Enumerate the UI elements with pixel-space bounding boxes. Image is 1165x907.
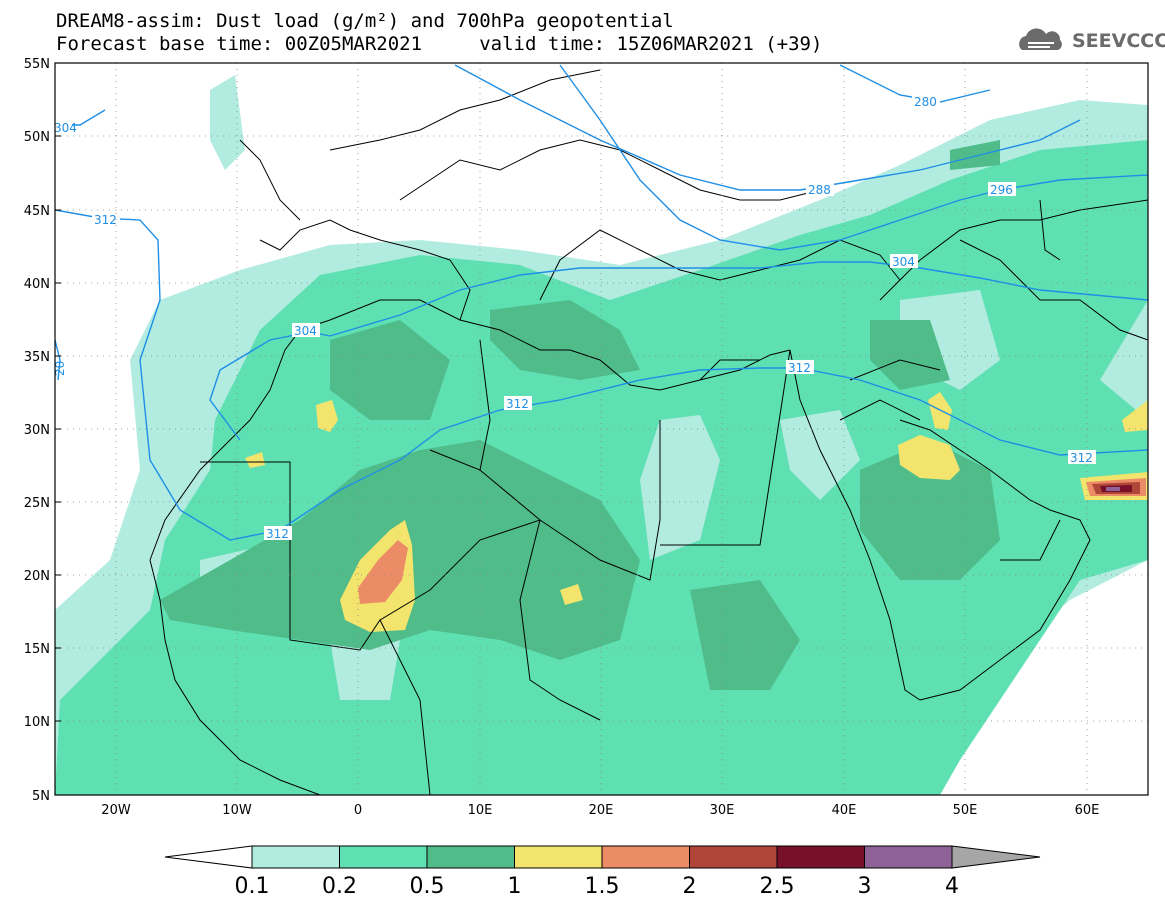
contour-label: 304 <box>54 121 77 135</box>
colorbar-label: 0.2 <box>322 874 357 899</box>
dust-shading <box>55 75 1148 795</box>
contour-label: 288 <box>808 183 831 197</box>
colorbar-label: 1 <box>508 874 522 899</box>
cloud-logo-icon <box>1019 28 1062 50</box>
colorbar-segment <box>339 845 428 869</box>
lat-label: 10N <box>24 715 50 730</box>
lat-label: 55N <box>24 57 50 72</box>
lon-label: 20W <box>101 803 131 818</box>
colorbar-label: 0.1 <box>235 874 270 899</box>
colorbar-under-arrow <box>164 845 253 869</box>
colorbar-segment <box>689 845 778 869</box>
contour-label: 312 <box>788 361 811 375</box>
lat-label: 35N <box>24 350 50 365</box>
contour-label: 312 <box>506 397 529 411</box>
colorbar-label: 0.5 <box>410 874 445 899</box>
lat-label: 45N <box>24 204 50 219</box>
contour-label: 280 <box>914 95 937 109</box>
colorbar-label: 2.5 <box>760 874 795 899</box>
lon-label: 10E <box>468 803 493 818</box>
contour-label: 304 <box>294 324 317 338</box>
lat-label: 15N <box>24 642 50 657</box>
country-borders <box>149 69 1148 795</box>
contour-label: 296 <box>990 183 1013 197</box>
gridlines <box>55 63 1148 795</box>
map-title: DREAM8-assim: Dust load (g/m²) and 700hP… <box>56 10 674 32</box>
contour-label: 20 <box>53 361 67 376</box>
latitude-ticks <box>55 62 61 796</box>
lon-label: 10W <box>222 803 252 818</box>
lat-label: 30N <box>24 423 50 438</box>
lon-label: 40E <box>832 803 857 818</box>
lat-label: 5N <box>32 789 50 804</box>
lat-label: 25N <box>24 496 50 511</box>
forecast-time-subtitle: Forecast base time: 00Z05MAR2021 valid t… <box>56 33 823 55</box>
lon-label: 50E <box>953 803 978 818</box>
colorbar-over-arrow <box>951 845 1041 869</box>
colorbar: 0.1 0.2 0.5 1 1.5 2 2.5 3 4 <box>164 845 1041 899</box>
colorbar-segment <box>864 845 953 869</box>
colorbar-segment <box>426 845 515 869</box>
contour-label: 304 <box>892 255 915 269</box>
lon-label: 60E <box>1075 803 1100 818</box>
colorbar-segment <box>601 845 690 869</box>
lon-label: 30E <box>710 803 735 818</box>
lat-label: 20N <box>24 569 50 584</box>
logo-text: SEEVCCC <box>1072 30 1165 52</box>
lon-label: 0 <box>354 803 362 818</box>
colorbar-label: 4 <box>945 874 959 899</box>
colorbar-label: 3 <box>858 874 872 899</box>
longitude-labels: 20W 10W 0 10E 20E 30E 40E 50E 60E <box>101 803 1099 818</box>
latitude-labels: 55N 50N 45N 40N 35N 30N 25N 20N 15N 10N … <box>24 57 50 804</box>
lat-label: 50N <box>24 130 50 145</box>
colorbar-segment <box>776 845 865 869</box>
colorbar-label: 2 <box>683 874 697 899</box>
contour-label: 312 <box>94 213 117 227</box>
colorbar-segment <box>514 845 603 869</box>
lon-label: 20E <box>589 803 614 818</box>
colorbar-label: 1.5 <box>585 874 620 899</box>
colorbar-segment <box>251 845 340 869</box>
contour-label: 312 <box>1070 451 1093 465</box>
lat-label: 40N <box>24 277 50 292</box>
contour-labels: 280 288 296 304 304 312 312 312 312 312 … <box>52 94 1096 541</box>
contour-label: 312 <box>266 527 289 541</box>
